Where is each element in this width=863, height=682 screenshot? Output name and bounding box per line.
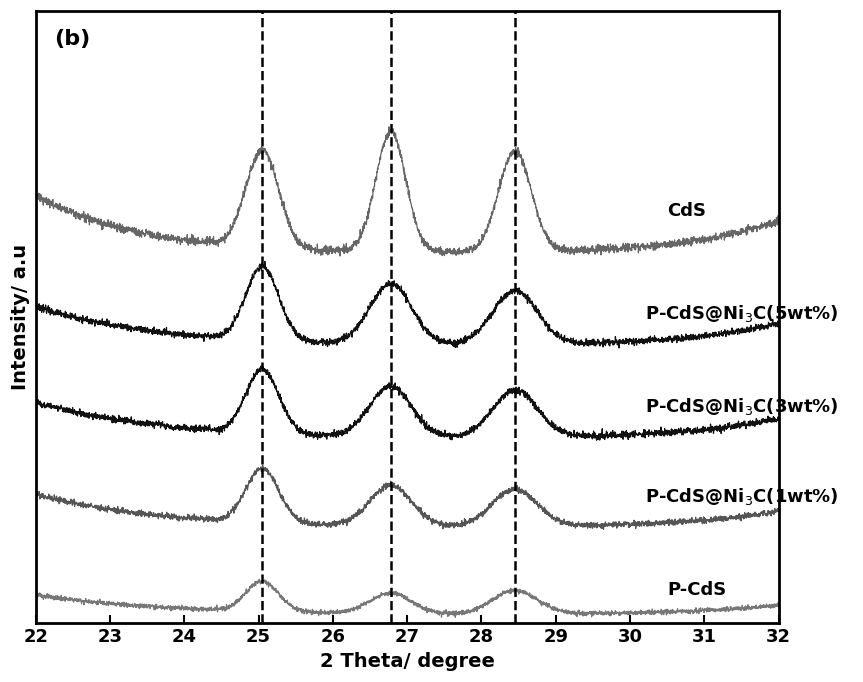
- Text: P-CdS@Ni$_3$C(3wt%): P-CdS@Ni$_3$C(3wt%): [645, 396, 839, 417]
- Text: (b): (b): [54, 29, 91, 50]
- Text: P-CdS: P-CdS: [667, 581, 727, 599]
- Text: CdS: CdS: [667, 203, 706, 220]
- Y-axis label: Intensity/ a.u: Intensity/ a.u: [11, 244, 30, 390]
- Text: P-CdS@Ni$_3$C(5wt%): P-CdS@Ni$_3$C(5wt%): [645, 303, 839, 323]
- Text: P-CdS@Ni$_3$C(1wt%): P-CdS@Ni$_3$C(1wt%): [645, 486, 839, 507]
- X-axis label: 2 Theta/ degree: 2 Theta/ degree: [319, 652, 494, 671]
